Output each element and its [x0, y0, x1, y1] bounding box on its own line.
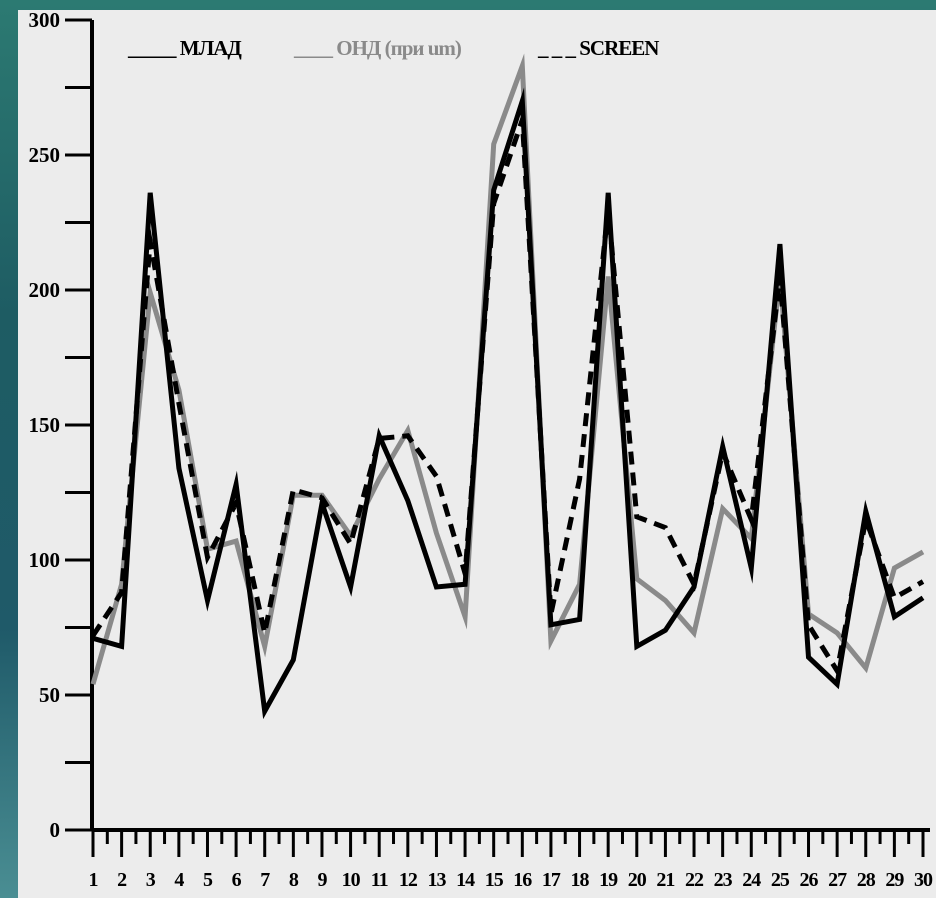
x-tick-label: 23 [714, 869, 733, 891]
y-axis-ticks: 0 50 100 150 200 250 300 [29, 10, 92, 842]
x-tick-label: 7 [260, 869, 270, 891]
y-tick-label: 150 [29, 413, 61, 437]
x-tick-label: 6 [232, 869, 242, 891]
x-tick-label: 5 [203, 869, 213, 891]
chart-panel: 0 50 100 150 200 250 300 1 2 3 4 5 6 7 8 9 10 11 12 13 14 15… [18, 10, 936, 898]
y-tick-label: 200 [29, 278, 61, 302]
x-tick-label: 29 [885, 869, 904, 891]
x-tick-label: 15 [485, 869, 504, 891]
legend-entry: _____ МЛАД [127, 36, 242, 60]
x-tick-label: 12 [399, 869, 418, 891]
x-tick-label: 21 [656, 869, 674, 891]
x-tick-label: 18 [571, 869, 590, 891]
x-tick-label: 4 [174, 869, 184, 891]
x-tick-label: 9 [317, 869, 327, 891]
series-line-screen [90, 107, 925, 678]
x-tick-label: 16 [513, 869, 532, 891]
series-line-млад [92, 87, 925, 720]
x-tick-label: 26 [800, 869, 819, 891]
x-tick-label: 22 [685, 869, 704, 891]
y-tick-label: 250 [29, 143, 61, 167]
y-tick-label: 100 [29, 548, 61, 572]
x-tick-label: 11 [371, 869, 388, 891]
y-tick-label: 50 [39, 683, 60, 707]
x-tick-label: 25 [771, 869, 790, 891]
x-tick-label: 27 [828, 869, 847, 891]
x-tick-label: 30 [914, 869, 933, 891]
legend-entry: ____ ОНД (при um) [293, 36, 462, 60]
x-tick-label: 2 [117, 869, 127, 891]
x-tick-label: 8 [289, 869, 299, 891]
series-lines [90, 53, 925, 720]
x-tick-label: 10 [342, 869, 361, 891]
y-tick-label: 0 [50, 818, 61, 842]
x-tick-label: 17 [542, 869, 561, 891]
x-tick-label: 3 [146, 869, 156, 891]
y-tick-label: 300 [29, 10, 61, 32]
x-tick-label: 1 [89, 869, 98, 891]
legend-entry: _ _ _ SCREEN [537, 36, 659, 60]
x-tick-label: 20 [628, 869, 647, 891]
x-axis-ticks: 1 2 3 4 5 6 7 8 9 10 11 12 13 14 15 16 17 18 19 20 21 22 23 24 2… [89, 830, 934, 891]
x-tick-label: 19 [599, 869, 618, 891]
legend: _____ МЛАД ____ ОНД (при um) _ _ _ SCREEN [127, 36, 660, 60]
x-tick-label: 28 [857, 869, 876, 891]
x-tick-label: 14 [456, 869, 475, 891]
x-tick-label: 13 [427, 869, 446, 891]
x-tick-label: 24 [742, 869, 761, 891]
